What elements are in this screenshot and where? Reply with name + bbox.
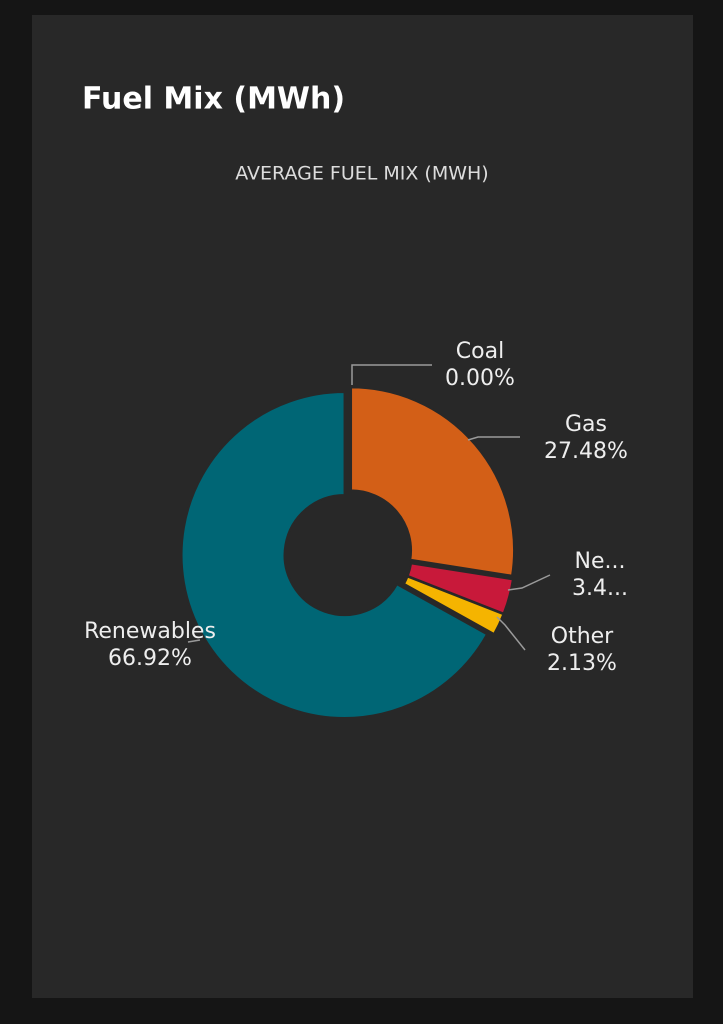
slice-label: Ne...: [575, 549, 626, 574]
leader-line: [507, 574, 551, 591]
value-label: 0.00%: [445, 366, 515, 391]
value-label: 66.92%: [108, 646, 192, 671]
leader-line: [351, 364, 432, 385]
card: [32, 15, 693, 998]
slice: [180, 391, 489, 719]
leader-line: [467, 436, 520, 441]
value-label: 27.48%: [544, 439, 628, 464]
leader-line: [187, 639, 201, 643]
value-label: 2.13%: [547, 651, 617, 676]
slice-label: Gas: [565, 412, 607, 437]
chart-subtitle: AVERAGE FUEL MIX (MWH): [235, 163, 488, 185]
chart-title: Fuel Mix (MWh): [82, 82, 345, 117]
leader-line: [496, 616, 526, 651]
value-label: 3.4...: [572, 576, 628, 601]
slice-label: Coal: [456, 339, 504, 364]
slice-label: Other: [551, 624, 614, 649]
slice-label: Renewables: [84, 619, 216, 644]
slice: [350, 386, 515, 577]
